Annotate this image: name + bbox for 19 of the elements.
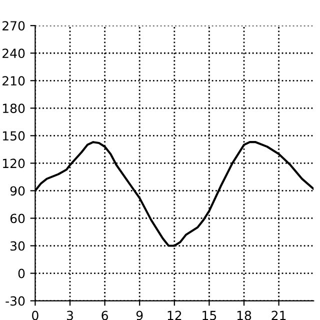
x-tick-label: 12	[168, 310, 182, 320]
y-tick-label: 240	[2, 48, 25, 58]
x-tick-label: 9	[136, 310, 143, 320]
x-tick-label: 3	[66, 310, 73, 320]
y-tick-label: 0	[18, 268, 25, 278]
y-tick-label: 210	[2, 76, 25, 86]
y-tick-label: 120	[2, 158, 25, 168]
x-tick-label: 6	[102, 310, 108, 320]
y-tick-label: 180	[2, 104, 25, 114]
y-tick-label: 90	[10, 186, 25, 196]
y-tick-label: 270	[2, 21, 25, 31]
x-tick-label: 15	[202, 310, 216, 320]
y-tick-label: 150	[2, 131, 25, 141]
y-tick-label: 60	[10, 214, 25, 224]
y-tick-label: 30	[10, 241, 25, 251]
y-tick-label: -30	[6, 296, 25, 306]
x-tick-label: 21	[272, 310, 286, 320]
x-tick-label: 18	[237, 310, 252, 320]
x-tick-label: 0	[32, 310, 38, 320]
